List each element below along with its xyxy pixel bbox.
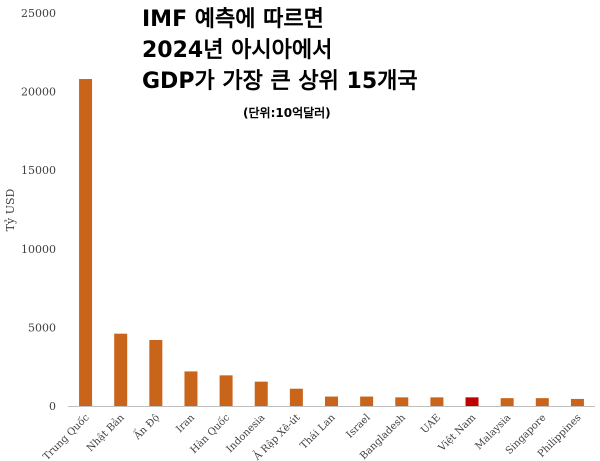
bar — [500, 398, 514, 406]
x-tick-label: Việt Nam — [436, 412, 478, 454]
bar — [254, 381, 268, 406]
bar — [289, 388, 303, 406]
bar — [465, 397, 479, 406]
bars — [79, 79, 584, 407]
bar — [360, 396, 374, 406]
y-tick-label: 5000 — [28, 321, 56, 334]
bar — [114, 333, 128, 406]
x-tick-label: Iran — [174, 412, 197, 435]
y-tick-label: 10000 — [21, 243, 56, 256]
x-tick-label: Trung Quốc — [41, 412, 92, 461]
chart-subtitle: (단위:10억달러) — [243, 106, 331, 120]
y-tick-label: 0 — [49, 400, 56, 413]
chart-title-line-1: IMF 예측에 따르면 — [142, 7, 324, 32]
y-axis-label: Tỷ USD — [4, 188, 17, 231]
x-tick-label: UAE — [419, 412, 443, 436]
bar — [149, 339, 163, 406]
bar — [395, 397, 409, 406]
bar — [79, 79, 93, 407]
bar — [325, 396, 338, 406]
y-axis-ticks: 0 5000 10000 15000 20000 25000 — [21, 7, 56, 413]
bar — [535, 398, 549, 406]
y-tick-label: 15000 — [21, 164, 56, 177]
bar — [570, 398, 584, 406]
y-tick-label: 20000 — [21, 86, 56, 99]
bar — [430, 397, 444, 406]
x-tick-label: Thái Lan — [298, 412, 338, 452]
y-tick-label: 25000 — [21, 7, 56, 20]
x-tick-label: Israel — [345, 412, 373, 440]
x-tick-label: Ấn Độ — [130, 411, 162, 443]
chart-title-line-2: 2024년 아시아에서 — [142, 38, 333, 63]
chart-title-line-3: GDP가 가장 큰 상위 15개국 — [142, 69, 418, 94]
x-tick-label: Nhật Bản — [85, 412, 127, 454]
bar — [219, 375, 233, 406]
bar — [184, 371, 198, 406]
